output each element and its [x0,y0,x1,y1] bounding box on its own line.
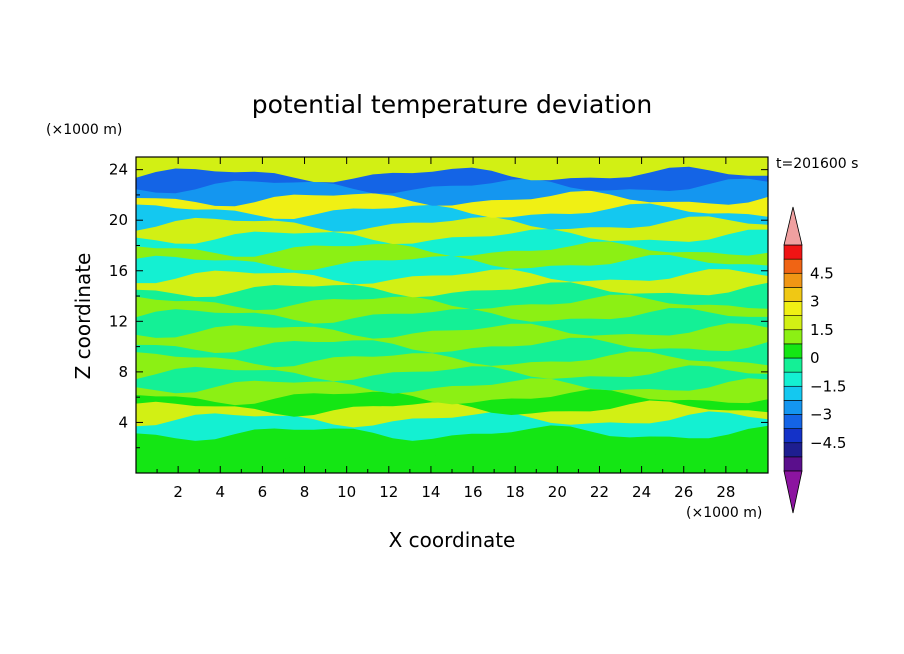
y-tick-label: 4 [118,413,128,431]
x-tick-label: 6 [258,483,268,501]
field-plot [136,157,768,473]
x-tick-label: 22 [590,483,609,501]
field-band [136,157,768,183]
colorbar: 4.5 3 1.5 0 −1.5 −3 −4.5 [783,206,846,514]
colorbar-swatch [783,287,803,302]
y-unit-label: (×1000 m) [46,122,122,138]
colorbar-under-arrow [783,470,803,514]
x-tick-label: 8 [300,483,310,501]
x-tick-label: 16 [464,483,483,501]
colorbar-swatch [783,357,803,373]
colorbar-swatch [783,400,803,415]
x-unit-label: (×1000 m) [686,505,762,521]
colorbar-swatch [783,329,803,345]
y-axis: 4 8 12 16 20 24 [109,161,768,449]
colorbar-swatch [783,456,803,472]
x-tick-label: 2 [173,483,183,501]
colorbar-swatch [783,301,803,316]
colorbar-over-arrow [783,206,803,246]
colorbar-tick-label: 3 [810,293,820,311]
x-tick-label: 20 [548,483,567,501]
y-tick-label: 12 [109,312,128,330]
x-tick-label: 14 [421,483,440,501]
colorbar-tick-label: 1.5 [810,321,834,339]
colorbar-swatch [783,371,803,387]
x-axis: 2 4 6 8 10 12 14 16 18 20 22 24 26 28 [156,157,748,501]
y-tick-label: 8 [118,363,128,381]
x-tick-label: 12 [379,483,398,501]
colorbar-swatch [783,258,803,274]
x-tick-label: 18 [506,483,525,501]
colorbar-swatch [783,385,803,401]
colorbar-tick-label: 0 [810,349,820,367]
colorbar-swatch [783,414,803,429]
colorbar-tick-label: 4.5 [810,264,834,282]
x-tick-label: 28 [716,483,735,501]
y-axis-label: Z coordinate [71,253,95,380]
x-axis-label: X coordinate [389,528,516,552]
colorbar-swatch [783,428,803,444]
colorbar-swatch [783,244,803,260]
x-tick-label: 24 [632,483,651,501]
chart-title: potential temperature deviation [252,90,652,119]
colorbar-swatch [783,343,803,359]
colorbar-swatch [783,442,803,458]
y-tick-label: 20 [109,211,128,229]
colorbar-tick-label: −4.5 [810,434,846,452]
x-tick-label: 26 [674,483,693,501]
x-tick-label: 4 [215,483,225,501]
x-tick-label: 10 [337,483,356,501]
colorbar-tick-label: −3 [810,406,832,424]
time-label: t=201600 s [776,156,858,172]
y-tick-label: 24 [109,161,128,179]
colorbar-swatch [783,272,803,288]
colorbar-swatch [783,315,803,331]
colorbar-tick-label: −1.5 [810,377,846,395]
y-tick-label: 16 [109,262,128,280]
